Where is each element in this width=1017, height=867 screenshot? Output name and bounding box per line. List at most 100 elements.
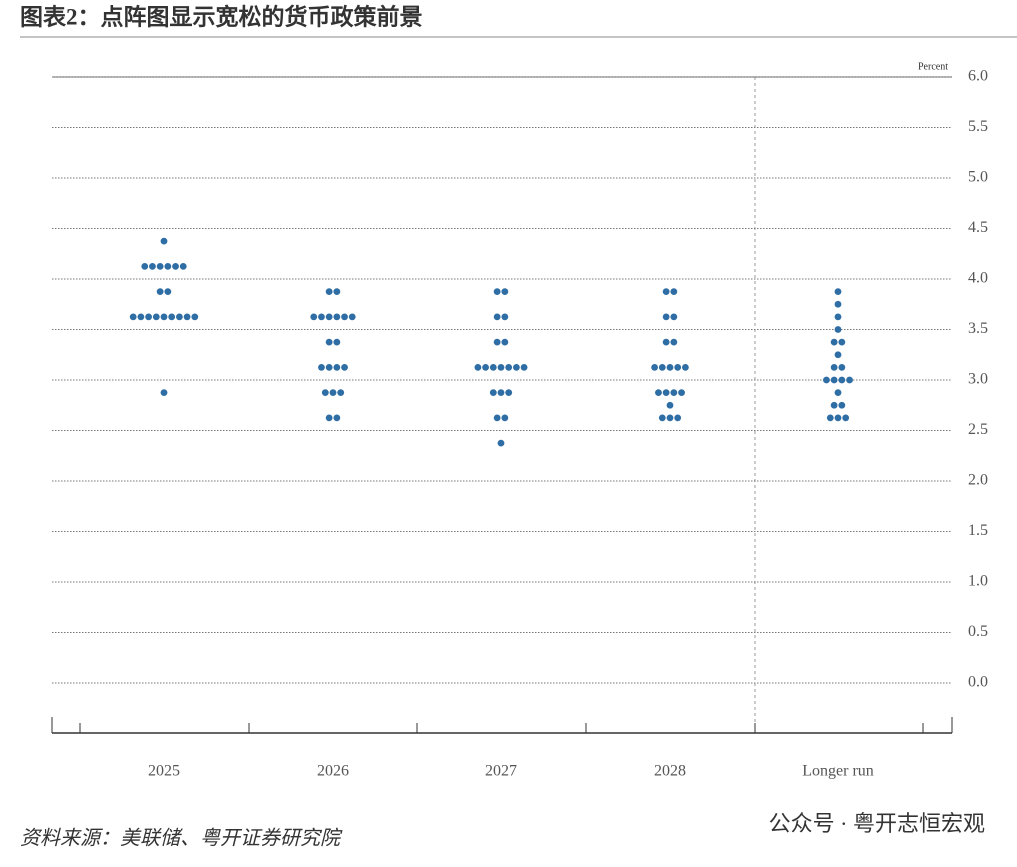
dot <box>655 389 662 397</box>
dot <box>834 313 842 321</box>
dot <box>141 262 149 270</box>
y-axis-label: Percent <box>918 61 948 72</box>
dot <box>830 338 838 346</box>
dot <box>501 338 509 346</box>
dot <box>183 313 191 321</box>
x-tick-label: 2026 <box>317 763 349 780</box>
y-tick-label: 2.0 <box>968 472 988 489</box>
dot <box>520 363 528 371</box>
dot <box>651 363 658 371</box>
dot <box>501 288 509 296</box>
dot <box>670 338 678 346</box>
dot <box>321 389 329 397</box>
y-tick-label: 3.0 <box>968 371 988 388</box>
dot <box>505 363 513 371</box>
dot <box>830 401 838 409</box>
x-tick-label: 2028 <box>654 763 686 780</box>
dot <box>341 313 348 321</box>
dot <box>682 363 689 371</box>
dot <box>325 363 333 371</box>
dot <box>493 338 501 346</box>
dot <box>666 414 674 422</box>
dot <box>834 351 842 359</box>
dot <box>662 338 670 346</box>
dot <box>482 363 489 371</box>
page-title: 图表2：点阵图显示宽松的货币政策前景 <box>20 3 423 29</box>
dot <box>834 326 842 333</box>
dot <box>172 262 179 270</box>
dot <box>149 262 156 270</box>
x-tick-label: 2025 <box>148 763 180 780</box>
y-tick-label: 5.0 <box>968 169 988 186</box>
dot <box>493 288 501 296</box>
dot <box>493 414 501 422</box>
source: 资料来源：美联储、粤开证券研究院 <box>20 828 343 850</box>
dot <box>823 376 830 384</box>
dot <box>842 414 850 422</box>
dot <box>160 313 168 321</box>
dot <box>501 414 509 422</box>
y-tick-label: 4.0 <box>968 270 988 287</box>
y-tick-label: 6.0 <box>968 68 988 85</box>
dot <box>318 363 325 371</box>
y-tick-label: 0.0 <box>968 674 988 691</box>
dot <box>674 363 682 371</box>
dot <box>670 313 678 321</box>
dot <box>176 313 183 321</box>
dot <box>497 439 505 447</box>
dot <box>333 338 341 346</box>
dot <box>337 389 345 397</box>
y-tick-label: 0.5 <box>968 623 988 640</box>
y-tick-label: 1.5 <box>968 522 988 539</box>
dot <box>834 414 842 422</box>
x-tick-label: 2027 <box>485 763 517 780</box>
dot <box>129 313 137 321</box>
dot <box>497 389 505 397</box>
dot <box>846 376 853 384</box>
dot <box>834 389 842 397</box>
dot <box>137 313 145 321</box>
dot <box>152 313 160 321</box>
dot <box>838 363 846 371</box>
dot <box>834 300 842 308</box>
dot <box>341 363 348 371</box>
dot <box>674 414 682 422</box>
y-tick-label: 1.0 <box>968 573 988 590</box>
dot <box>145 313 153 321</box>
dot <box>662 288 670 296</box>
dot <box>834 288 842 296</box>
dot <box>501 313 509 321</box>
dot <box>497 363 505 371</box>
dot <box>318 313 325 321</box>
y-tick-label: 5.5 <box>968 118 988 135</box>
dot <box>658 414 666 422</box>
dot <box>493 313 501 321</box>
watermark: 公众号 · 粤开志恒宏观 <box>769 811 985 836</box>
dot <box>179 262 187 270</box>
dot <box>325 338 333 346</box>
dot <box>164 288 172 296</box>
dot <box>325 414 333 422</box>
dot <box>160 237 168 245</box>
x-tick-label: Longer run <box>802 763 874 780</box>
dot <box>333 313 341 321</box>
dot <box>489 389 497 397</box>
dot <box>156 262 164 270</box>
dot <box>329 389 337 397</box>
dot <box>191 313 199 321</box>
dot <box>830 376 838 384</box>
dot <box>325 288 333 296</box>
dot <box>333 363 341 371</box>
dot <box>310 313 318 321</box>
dot <box>662 313 670 321</box>
dot <box>348 313 356 321</box>
dot <box>513 363 520 371</box>
y-tick-label: 2.5 <box>968 421 988 438</box>
dot <box>333 288 341 296</box>
dot <box>670 389 678 397</box>
dot <box>658 363 666 371</box>
dot <box>474 363 482 371</box>
dot <box>156 288 164 296</box>
y-tick-label: 4.5 <box>968 219 988 236</box>
